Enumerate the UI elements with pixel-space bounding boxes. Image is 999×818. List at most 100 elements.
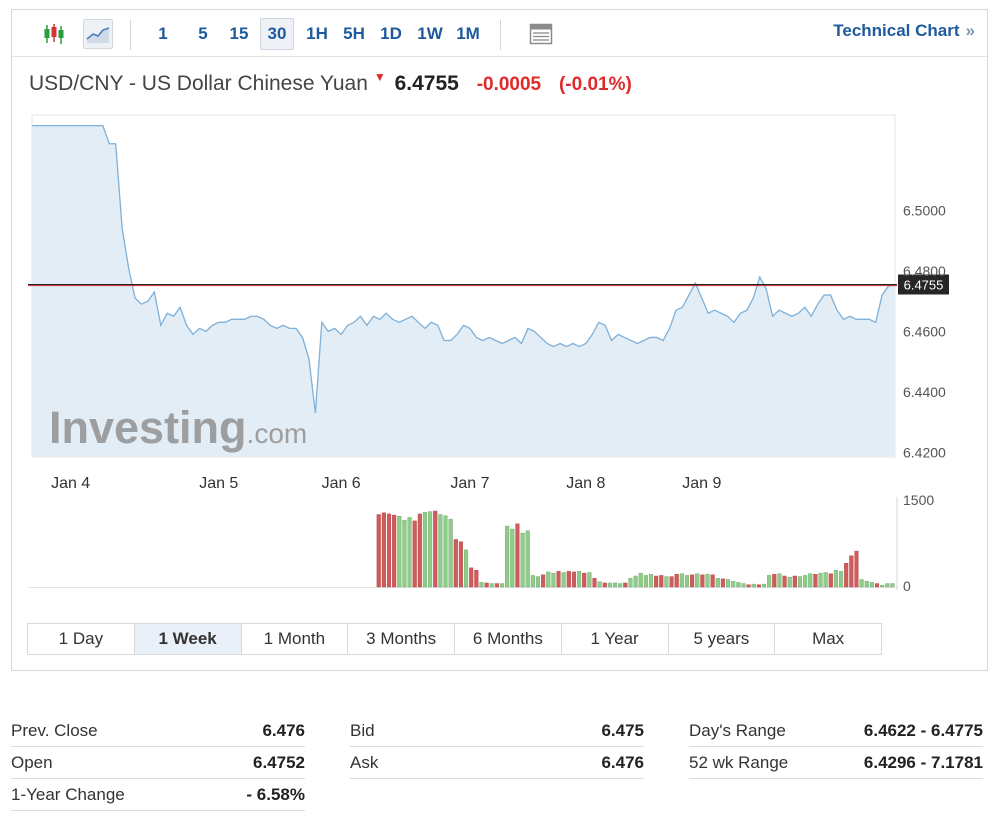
stats-column: Day's Range 6.4622 - 6.4775 52 wk Range 6.4… xyxy=(689,715,983,779)
volume-bar xyxy=(659,575,664,588)
interval-button-5[interactable]: 5 xyxy=(198,24,208,43)
technical-chart-link[interactable]: Technical Chart » xyxy=(833,21,975,41)
time-range-selector: 1 Day 1 Week 1 Month 3 Months 6 Months 1 Year… xyxy=(27,623,882,655)
interval-button-1w[interactable]: 1W xyxy=(417,24,443,43)
volume-bar xyxy=(510,528,515,588)
volume-bar xyxy=(654,575,659,588)
volume-bar xyxy=(664,576,669,588)
stat-row: Bid 6.475 xyxy=(350,715,644,747)
range-button-1-year[interactable]: 1 Year xyxy=(562,624,669,654)
volume-bar xyxy=(684,575,690,588)
range-button-1-week[interactable]: 1 Week xyxy=(134,624,242,654)
investing-watermark: Investing.com xyxy=(49,402,307,453)
volume-bar xyxy=(890,583,895,588)
price-change-percent: (-0.01%) xyxy=(558,74,632,95)
volume-bar xyxy=(561,572,566,588)
volume-bar xyxy=(571,571,576,588)
range-button-3-months[interactable]: 3 Months xyxy=(348,624,455,654)
volume-bar xyxy=(669,576,674,588)
area-chart-icon[interactable] xyxy=(83,19,113,49)
price-area xyxy=(32,125,895,457)
stat-row: Open 6.4752 xyxy=(11,747,305,779)
volume-bar xyxy=(715,578,720,588)
volume-bar xyxy=(602,582,607,588)
interval-button-5h[interactable]: 5H xyxy=(343,24,365,43)
volume-bar xyxy=(808,573,813,588)
volume-bar xyxy=(741,583,746,588)
volume-bar xyxy=(751,583,756,588)
volume-bar xyxy=(854,550,859,588)
volume-tick-label: 1500 xyxy=(903,492,934,508)
volume-bar xyxy=(839,571,844,588)
date-tick-label: Jan 7 xyxy=(450,475,489,492)
volume-bar xyxy=(443,515,448,588)
last-price-tag xyxy=(898,274,949,295)
stat-value: 6.4296 - 7.1781 xyxy=(863,753,983,772)
last-price: 6.4755 xyxy=(394,72,459,95)
volume-bar xyxy=(818,572,823,588)
range-button-1-day[interactable]: 1 Day xyxy=(28,624,135,654)
volume-bar xyxy=(736,582,741,588)
volume-bar xyxy=(833,569,838,588)
range-button-max[interactable]: Max xyxy=(812,629,845,648)
volume-bar xyxy=(577,571,582,588)
volume-bar xyxy=(705,574,710,588)
interval-button-1[interactable]: 1 xyxy=(158,24,168,43)
volume-bar xyxy=(392,514,397,588)
volume-bar xyxy=(813,574,818,588)
interval-button-1d[interactable]: 1D xyxy=(380,24,402,43)
range-button-6-months[interactable]: 6 Months xyxy=(455,624,562,654)
volume-bar xyxy=(787,576,792,588)
volume-bar xyxy=(777,573,782,588)
stat-value: 6.476 xyxy=(601,753,644,772)
table-view-icon[interactable] xyxy=(526,19,556,49)
stat-row: Ask 6.476 xyxy=(350,747,644,779)
range-button-1-month[interactable]: 1 Month xyxy=(242,624,349,654)
price-tick-label: 6.5000 xyxy=(903,202,946,218)
stat-label: Open xyxy=(11,753,53,772)
interval-button-1h[interactable]: 1H xyxy=(306,24,328,43)
volume-bar xyxy=(428,511,433,588)
candlestick-icon[interactable] xyxy=(39,19,69,49)
price-chart: Investing.com 6.4755 6.5000 6.4800 6.4600 6.4… xyxy=(28,114,949,594)
volume-bar xyxy=(484,582,489,588)
stat-row: 52 wk Range 6.4296 - 7.1781 xyxy=(689,747,983,779)
volume-bar xyxy=(458,541,463,588)
interval-button-15[interactable]: 15 xyxy=(229,24,249,43)
range-button-5-years[interactable]: 5 years xyxy=(669,624,776,654)
volume-bar xyxy=(607,582,612,588)
stat-value: - 6.58% xyxy=(246,785,305,804)
volume-bar xyxy=(397,516,402,588)
volume-bar xyxy=(864,581,869,588)
volume-bar xyxy=(679,573,684,588)
volume-bar xyxy=(643,575,648,588)
stat-label: Ask xyxy=(350,753,379,772)
interval-button-1m[interactable]: 1M xyxy=(456,24,480,43)
volume-bar xyxy=(597,581,602,588)
volume-bar xyxy=(448,518,453,588)
interval-button-30[interactable]: 30 xyxy=(260,18,294,50)
volume-bar xyxy=(489,583,494,588)
volume-bar xyxy=(464,549,469,588)
volume-bar xyxy=(376,514,381,588)
toolbar-divider xyxy=(130,20,131,50)
volume-bar xyxy=(407,517,412,588)
price-tick-label: 6.4400 xyxy=(903,384,946,400)
quote-header: USD/CNY - US Dollar Chinese Yuan ▼ 6.4755… xyxy=(29,70,632,96)
volume-bar xyxy=(494,583,499,588)
volume-bar xyxy=(412,520,417,588)
price-tick-label: 6.4600 xyxy=(903,323,946,339)
volume-bar xyxy=(638,572,643,588)
stat-label: 1-Year Change xyxy=(11,785,125,804)
volume-bar xyxy=(618,583,623,588)
volume-bar xyxy=(535,576,541,588)
volume-bar xyxy=(592,578,597,588)
volume-bar xyxy=(849,555,854,588)
volume-bar xyxy=(386,513,392,588)
stat-label: Prev. Close xyxy=(11,721,98,740)
volume-bar xyxy=(803,575,808,588)
volume-bar xyxy=(844,563,849,588)
last-price-tag-label: 6.4755 xyxy=(904,277,944,292)
volume-bar xyxy=(541,574,546,588)
instrument-name: USD/CNY - US Dollar Chinese Yuan xyxy=(29,72,368,95)
